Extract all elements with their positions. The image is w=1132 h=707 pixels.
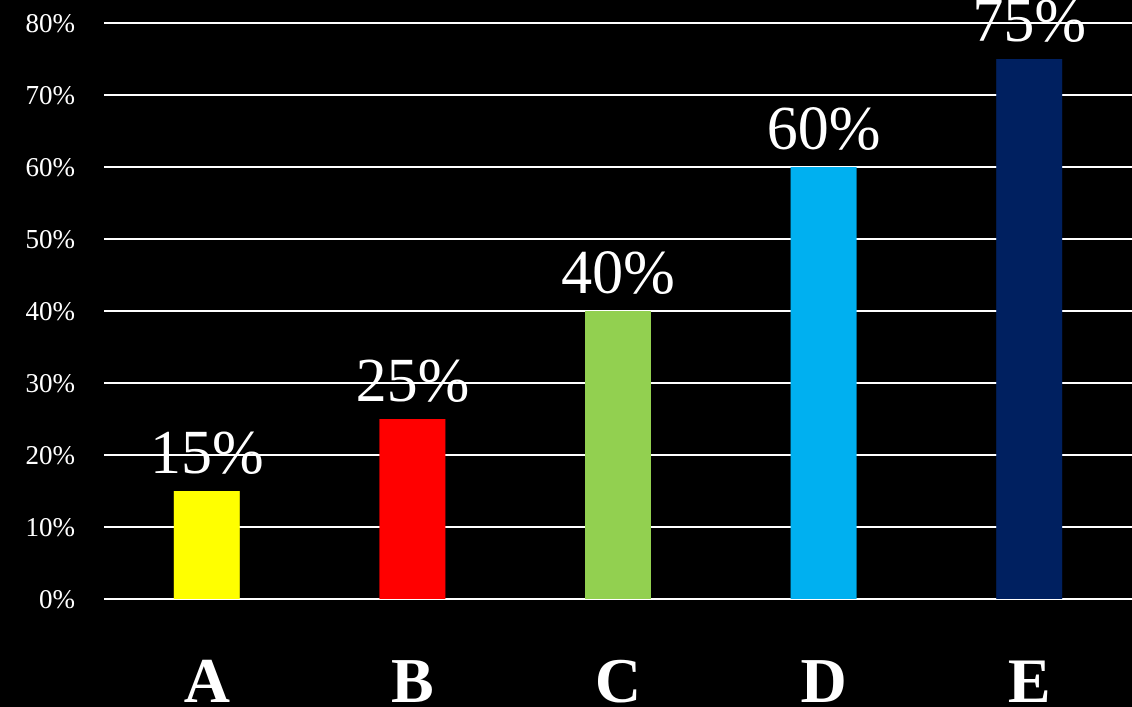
data-labels: 15% 25% 40% 60% 75% [150, 0, 1086, 487]
bar-b [379, 419, 446, 599]
data-label: 40% [561, 239, 675, 307]
y-tick-label: 20% [26, 440, 76, 470]
y-tick-label: 10% [26, 512, 76, 542]
y-axis-ticks: 0% 10% 20% 30% 40% 50% 60% 70% 80% [26, 8, 76, 614]
data-label: 25% [356, 347, 470, 415]
bar-a [173, 491, 240, 599]
x-tick-label: D [800, 645, 846, 707]
x-tick-label: E [1008, 645, 1051, 707]
y-tick-label: 40% [26, 296, 76, 326]
x-tick-label: C [595, 645, 641, 707]
bars [173, 59, 1063, 599]
bar-e [996, 59, 1063, 599]
data-label: 75% [972, 0, 1086, 55]
y-tick-label: 80% [26, 8, 76, 38]
y-tick-label: 60% [26, 152, 76, 182]
y-tick-label: 0% [39, 584, 75, 614]
bar-c [585, 311, 651, 599]
x-axis-ticks: A B C D E [184, 645, 1051, 707]
y-tick-label: 30% [26, 368, 76, 398]
x-tick-label: A [184, 645, 230, 707]
data-label: 15% [150, 419, 264, 487]
data-label: 60% [767, 95, 881, 163]
y-tick-label: 50% [26, 224, 76, 254]
y-tick-label: 70% [26, 80, 76, 110]
x-tick-label: B [391, 645, 434, 707]
bar-d [790, 167, 857, 599]
